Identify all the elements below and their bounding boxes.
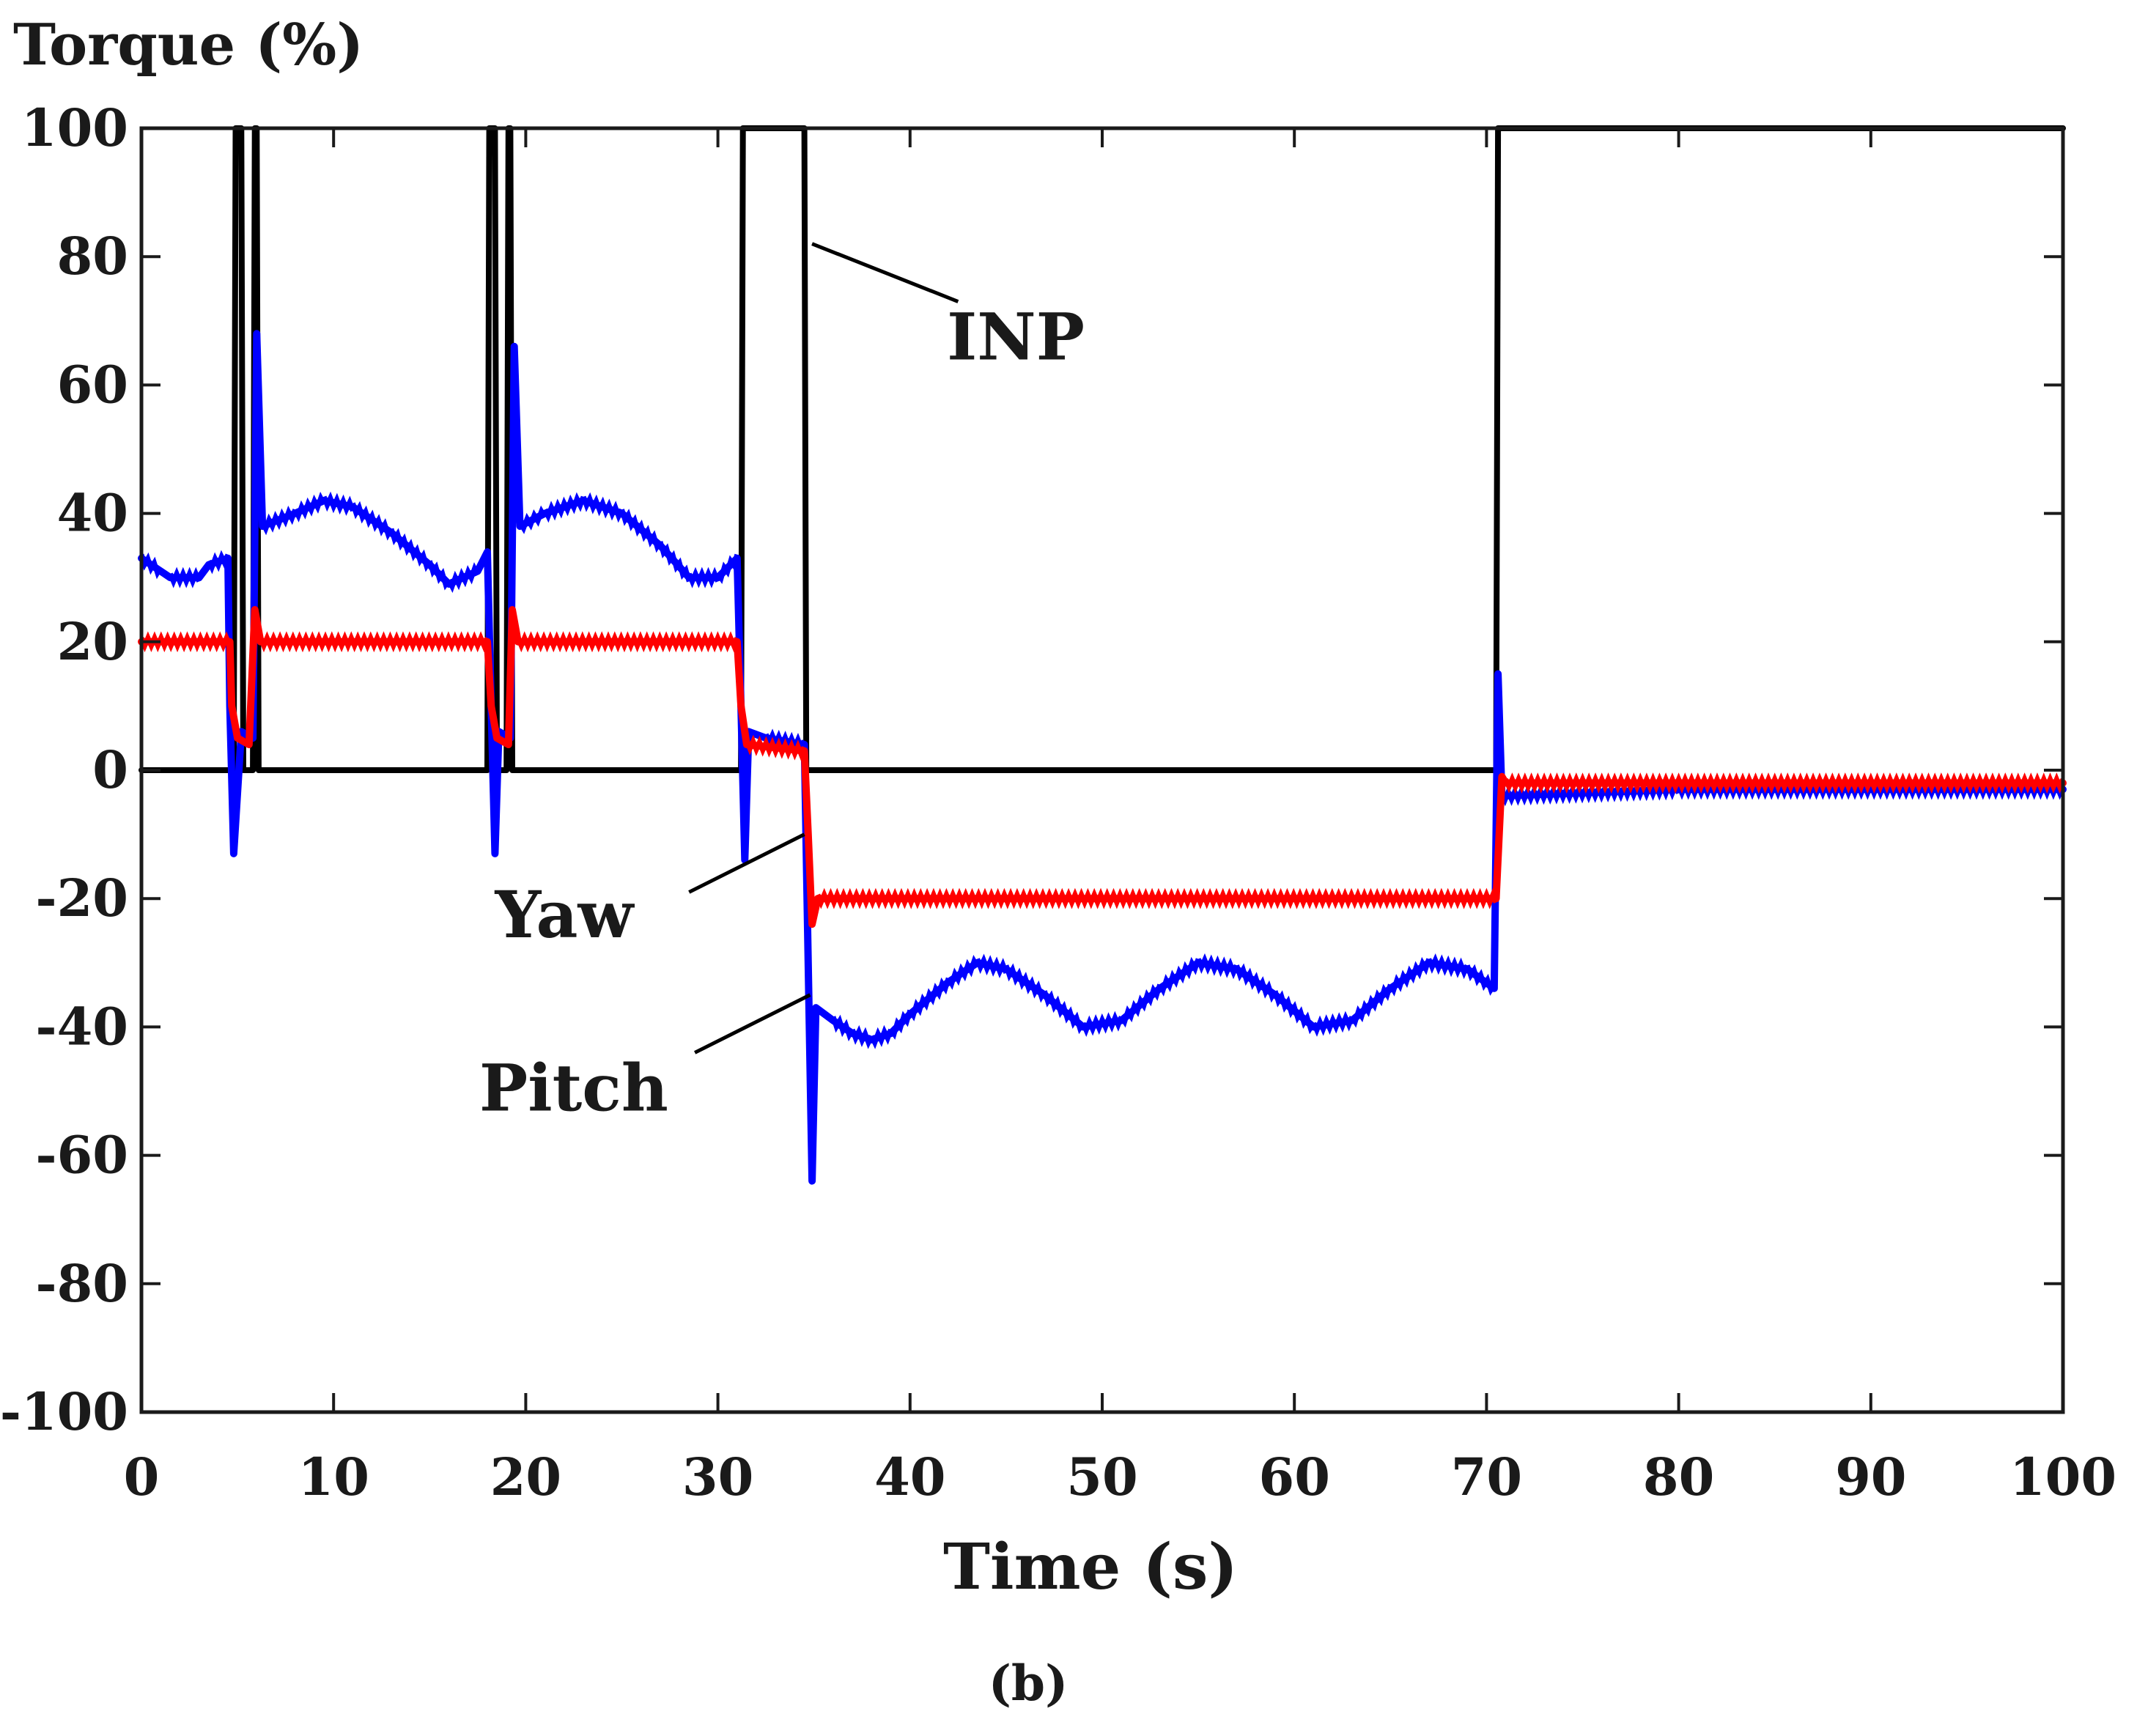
x-tick-label: 20 — [490, 1447, 561, 1507]
annotation-leader — [688, 832, 805, 894]
series-line-yaw — [138, 606, 2067, 928]
annotation-label: INP — [947, 298, 1085, 374]
y-tick-label: 40 — [57, 483, 128, 544]
annotation-label: Yaw — [494, 876, 635, 953]
series-noise-yaw — [139, 631, 2066, 909]
y-tick-label: -80 — [36, 1253, 128, 1314]
x-tick-label: 100 — [2009, 1447, 2116, 1507]
annotation-layer: INP Yaw Pitch — [479, 242, 1085, 1126]
y-tick-label: -20 — [36, 868, 128, 928]
figure-caption: (b) — [989, 1655, 1068, 1712]
series-noise-pitch — [139, 491, 2066, 1049]
tick-layer: 0 10 20 30 40 50 60 70 80 90 100 100 80 60 40 20 0 -20 -40… — [0, 97, 2116, 1507]
annotation-leader — [811, 242, 959, 303]
y-tick-label: -60 — [36, 1125, 128, 1186]
y-tick-label: 100 — [21, 97, 128, 158]
series-line-inp — [139, 125, 2066, 773]
x-axis-title: Time (s) — [943, 1530, 1238, 1604]
x-tick-label: 0 — [124, 1447, 160, 1507]
plot-frame — [139, 126, 2065, 1414]
y-tick-label: 80 — [57, 226, 128, 287]
x-tick-label: 80 — [1643, 1447, 1714, 1507]
y-tick-label: 20 — [57, 611, 128, 672]
x-tick-label: 90 — [1835, 1447, 1906, 1507]
series-line-pitch — [138, 330, 2067, 1185]
x-tick-label: 60 — [1258, 1447, 1329, 1507]
annotation-label: Pitch — [479, 1049, 668, 1126]
y-axis-title: Torque (%) — [13, 12, 363, 78]
x-tick-label: 70 — [1451, 1447, 1522, 1507]
y-tick-label: 60 — [57, 354, 128, 415]
y-tick-label: -40 — [36, 996, 128, 1057]
x-tick-label: 50 — [1066, 1447, 1137, 1507]
y-tick-label: -100 — [0, 1381, 128, 1442]
series-layer — [138, 125, 2067, 1185]
x-tick-label: 40 — [874, 1447, 945, 1507]
x-tick-label: 30 — [682, 1447, 753, 1507]
annotation-leader — [694, 993, 811, 1054]
y-tick-label: 0 — [92, 739, 128, 800]
x-tick-label: 10 — [298, 1447, 369, 1507]
